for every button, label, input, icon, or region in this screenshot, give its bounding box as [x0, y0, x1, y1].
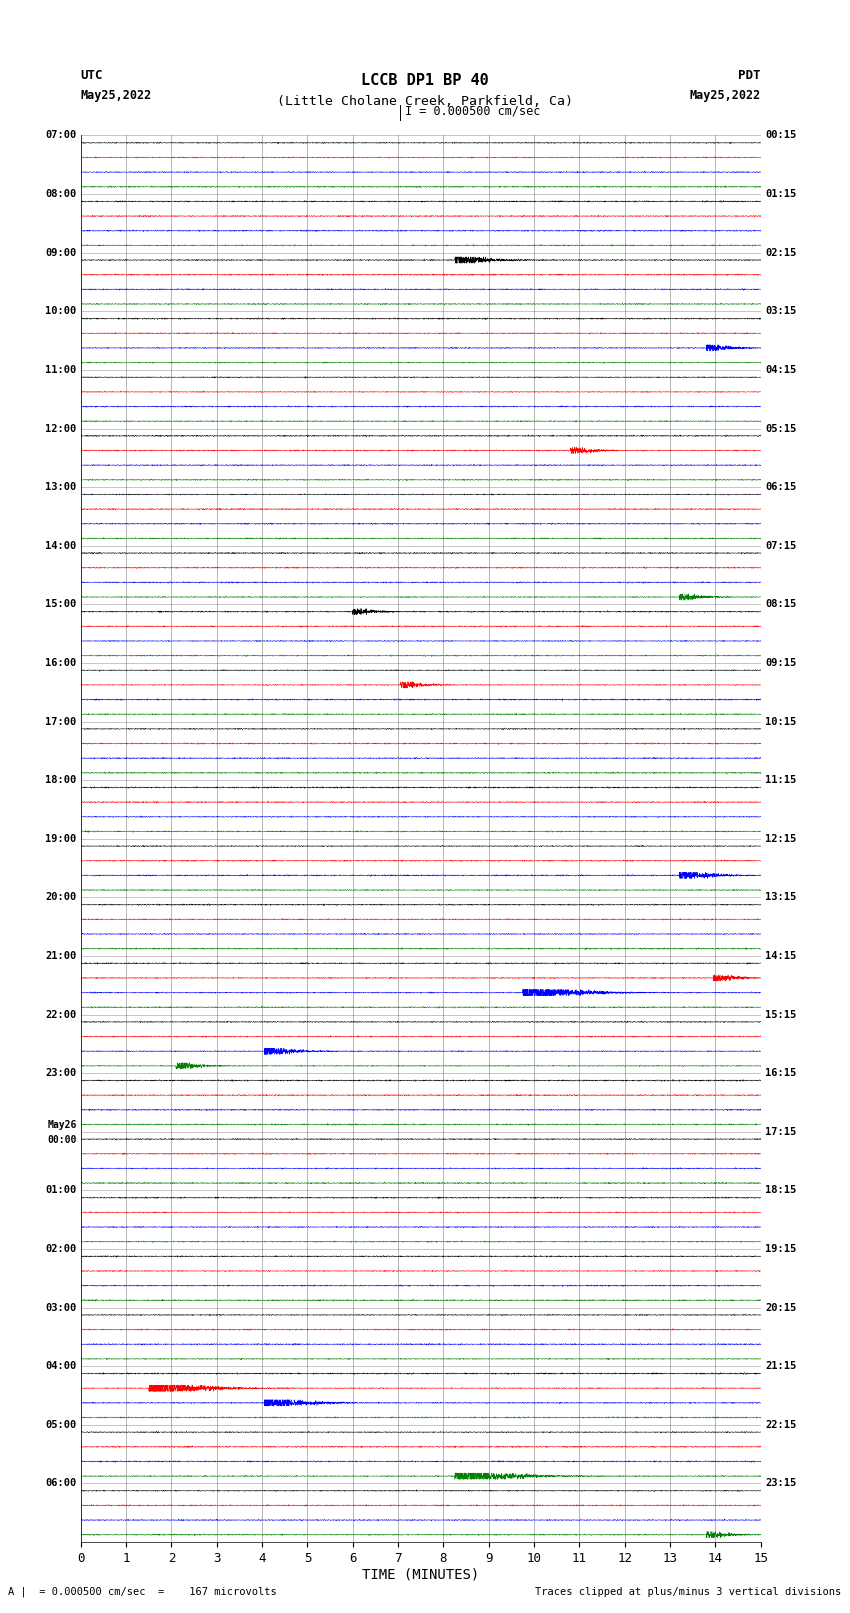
Text: 13:15: 13:15	[765, 892, 796, 902]
Text: 05:15: 05:15	[765, 424, 796, 434]
Text: May25,2022: May25,2022	[81, 89, 152, 102]
Text: 04:15: 04:15	[765, 365, 796, 374]
Text: 09:00: 09:00	[45, 248, 76, 258]
Text: 06:00: 06:00	[45, 1479, 76, 1489]
Text: 07:15: 07:15	[765, 540, 796, 550]
Text: 02:15: 02:15	[765, 248, 796, 258]
Text: 20:00: 20:00	[45, 892, 76, 902]
Text: 23:00: 23:00	[45, 1068, 76, 1077]
Text: 16:15: 16:15	[765, 1068, 796, 1077]
Text: 20:15: 20:15	[765, 1303, 796, 1313]
Text: 12:00: 12:00	[45, 424, 76, 434]
Text: May25,2022: May25,2022	[689, 89, 761, 102]
Text: 18:00: 18:00	[45, 776, 76, 786]
Text: UTC: UTC	[81, 69, 103, 82]
Text: 11:15: 11:15	[765, 776, 796, 786]
Text: 23:15: 23:15	[765, 1479, 796, 1489]
Text: 06:15: 06:15	[765, 482, 796, 492]
Text: 15:15: 15:15	[765, 1010, 796, 1019]
Text: PDT: PDT	[739, 69, 761, 82]
Text: 15:00: 15:00	[45, 600, 76, 610]
Text: 16:00: 16:00	[45, 658, 76, 668]
Text: 17:15: 17:15	[765, 1127, 796, 1137]
Text: 21:00: 21:00	[45, 952, 76, 961]
Text: I = 0.000500 cm/sec: I = 0.000500 cm/sec	[405, 105, 540, 118]
Text: 09:15: 09:15	[765, 658, 796, 668]
Text: 02:00: 02:00	[45, 1244, 76, 1253]
Text: 14:00: 14:00	[45, 540, 76, 550]
Text: May26: May26	[47, 1119, 76, 1131]
Text: 00:00: 00:00	[47, 1134, 76, 1145]
Text: 01:00: 01:00	[45, 1186, 76, 1195]
Text: 08:00: 08:00	[45, 189, 76, 198]
Text: 10:15: 10:15	[765, 716, 796, 726]
Text: 04:00: 04:00	[45, 1361, 76, 1371]
Text: 05:00: 05:00	[45, 1419, 76, 1429]
Text: 22:15: 22:15	[765, 1419, 796, 1429]
Text: 19:00: 19:00	[45, 834, 76, 844]
Text: 03:15: 03:15	[765, 306, 796, 316]
Text: 00:15: 00:15	[765, 131, 796, 140]
Text: 18:15: 18:15	[765, 1186, 796, 1195]
Text: 07:00: 07:00	[45, 131, 76, 140]
Text: (Little Cholane Creek, Parkfield, Ca): (Little Cholane Creek, Parkfield, Ca)	[277, 95, 573, 108]
Text: LCCB DP1 BP 40: LCCB DP1 BP 40	[361, 73, 489, 87]
Text: 17:00: 17:00	[45, 716, 76, 726]
Text: 03:00: 03:00	[45, 1303, 76, 1313]
Text: 21:15: 21:15	[765, 1361, 796, 1371]
Text: A |  = 0.000500 cm/sec  =    167 microvolts: A | = 0.000500 cm/sec = 167 microvolts	[8, 1586, 277, 1597]
X-axis label: TIME (MINUTES): TIME (MINUTES)	[362, 1568, 479, 1581]
Text: 19:15: 19:15	[765, 1244, 796, 1253]
Text: 14:15: 14:15	[765, 952, 796, 961]
Text: 10:00: 10:00	[45, 306, 76, 316]
Text: 13:00: 13:00	[45, 482, 76, 492]
Text: 22:00: 22:00	[45, 1010, 76, 1019]
Text: 08:15: 08:15	[765, 600, 796, 610]
Text: 11:00: 11:00	[45, 365, 76, 374]
Text: 12:15: 12:15	[765, 834, 796, 844]
Text: 01:15: 01:15	[765, 189, 796, 198]
Text: Traces clipped at plus/minus 3 vertical divisions: Traces clipped at plus/minus 3 vertical …	[536, 1587, 842, 1597]
